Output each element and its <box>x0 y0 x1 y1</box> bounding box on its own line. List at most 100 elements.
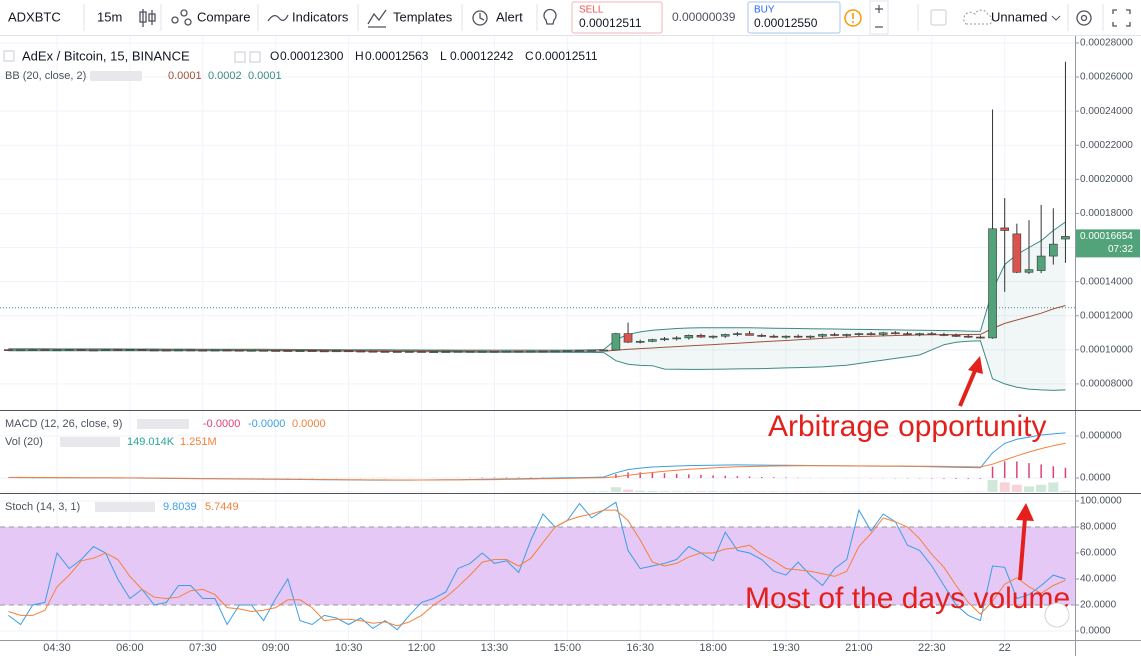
templates-icon[interactable] <box>367 9 387 28</box>
spread: 0.00000039 <box>672 10 736 24</box>
volume-bar <box>1048 482 1059 492</box>
info-icon[interactable] <box>844 9 862 27</box>
candle-body <box>52 349 62 352</box>
candle-body <box>684 335 694 339</box>
candle-body <box>429 351 438 353</box>
candle-body <box>162 349 171 352</box>
fullscreen-button[interactable] <box>1112 9 1131 27</box>
stoch-tick-label: 60.0000 <box>1080 548 1117 559</box>
candle-body <box>915 333 924 335</box>
volume-bar <box>999 482 1010 492</box>
toolbar: ADXBTC 15m Compare Indicators Templates … <box>0 0 1141 36</box>
last-price-box <box>1076 229 1140 258</box>
candle-body <box>1049 243 1058 257</box>
bb-upper <box>8 221 1066 351</box>
price-tick-label: 0.00014000 <box>1080 276 1133 287</box>
candle-body <box>891 332 900 335</box>
volume-bar <box>1011 484 1022 492</box>
interval[interactable]: 15m <box>97 9 122 24</box>
candle-body <box>368 350 378 353</box>
candle-body <box>854 333 864 335</box>
ohlc-value: 0.00012300 <box>280 49 344 63</box>
candle-body <box>465 351 475 353</box>
candle-body <box>927 333 937 335</box>
volume-bar <box>695 491 706 492</box>
indicators-button[interactable]: Indicators <box>292 9 349 24</box>
alert-button[interactable]: Alert <box>496 9 523 24</box>
collapse-button[interactable] <box>3 50 15 62</box>
time-tick-label: 16:30 <box>626 642 654 654</box>
alert-icon[interactable] <box>472 10 488 26</box>
ohlc-key: O <box>270 49 279 63</box>
candle-body <box>648 339 657 342</box>
candle-body <box>757 335 767 337</box>
candle-body <box>903 333 912 335</box>
legend-icons[interactable] <box>60 437 120 447</box>
quantity-stepper[interactable] <box>869 0 889 35</box>
bb-legend-value: 0.0001 <box>248 70 282 82</box>
stoch-tick-label: 20.0000 <box>1080 600 1117 611</box>
layout-name[interactable]: Unnamed <box>991 9 1047 24</box>
candle-body <box>149 349 159 352</box>
price-tick-label: 0.00020000 <box>1080 174 1133 185</box>
candle-body <box>380 351 390 353</box>
time-tick-label: 21:00 <box>845 642 873 654</box>
macd-signal <box>8 442 1066 481</box>
legend-icons[interactable] <box>90 71 142 81</box>
stoch-tick-label: 80.0000 <box>1080 522 1117 533</box>
volume-bar <box>987 480 998 492</box>
macd-tick-label: 0.000000 <box>1080 431 1122 442</box>
compare-button[interactable]: Compare <box>197 9 250 24</box>
candle-body <box>64 349 74 351</box>
candle-body <box>28 349 38 351</box>
templates-button[interactable]: Templates <box>393 9 453 24</box>
stoch-legend-value: 5.7449 <box>205 501 239 513</box>
checkbox[interactable] <box>930 9 947 26</box>
stoch-tick-label: 100.0000 <box>1080 496 1122 507</box>
candle-body <box>635 341 645 343</box>
fills <box>0 222 1075 606</box>
volume-bar <box>768 491 779 492</box>
candle-body <box>89 349 98 352</box>
candle-body <box>247 349 256 352</box>
time-tick-label: 07:30 <box>189 642 217 654</box>
volume-bar <box>647 491 658 492</box>
settings-button[interactable] <box>1076 10 1092 26</box>
volume-bar <box>817 491 828 492</box>
time-tick-label: 04:30 <box>43 642 71 654</box>
volume-legend-value: 1.251M <box>180 436 217 448</box>
annotation-arrow <box>1018 517 1027 581</box>
toolbar-bg <box>0 0 1141 35</box>
price-tick-label: 0.00010000 <box>1080 344 1133 355</box>
time-tick-label: 19:30 <box>772 642 800 654</box>
sell-price: 0.00012511 <box>579 16 642 30</box>
time-tick-label: 10:30 <box>335 642 363 654</box>
candle-body <box>781 335 791 338</box>
candle-body <box>4 349 13 351</box>
indicators-icon[interactable] <box>267 14 289 22</box>
volume-bar <box>708 491 719 492</box>
compare-icon[interactable] <box>171 9 192 26</box>
candle-body <box>708 335 718 338</box>
sell-button[interactable] <box>571 1 663 34</box>
macd-tick-label: 0.0000 <box>1080 473 1111 484</box>
symbol[interactable]: ADXBTC <box>8 9 61 24</box>
legend-icons[interactable] <box>95 502 155 512</box>
volume-bar <box>635 490 646 492</box>
volume-bar <box>1036 484 1047 492</box>
candle-body <box>672 337 681 340</box>
ohlc-key: H <box>355 49 364 63</box>
legend-icons[interactable] <box>137 419 189 429</box>
pane-settings-button[interactable] <box>1044 602 1070 628</box>
buy-button[interactable] <box>747 1 841 34</box>
candle-body <box>502 350 511 353</box>
volume-bar <box>598 491 609 492</box>
legend-icon[interactable] <box>234 51 246 63</box>
volume-label: Vol (20) <box>5 436 43 448</box>
time-tick-label: 15:00 <box>554 642 582 654</box>
chart-style-button[interactable] <box>139 9 156 27</box>
ideas-icon[interactable] <box>543 8 557 25</box>
candle-body <box>587 350 596 352</box>
layout-caret[interactable] <box>1051 15 1061 21</box>
legend-icon[interactable] <box>249 51 261 63</box>
